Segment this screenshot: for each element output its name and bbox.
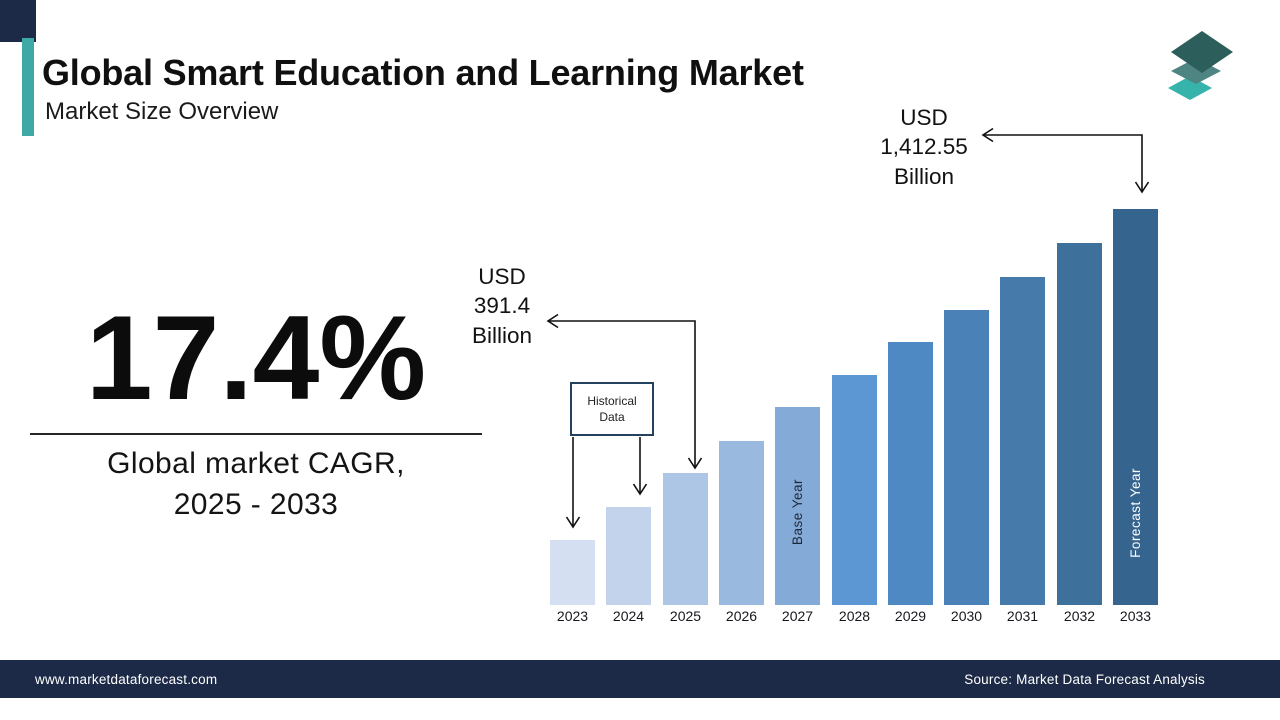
forecast-year-label: Forecast Year bbox=[1128, 467, 1143, 558]
arrow-historical-2023 bbox=[565, 437, 581, 529]
market-data-forecast-logo bbox=[1168, 31, 1233, 100]
title-accent-bar bbox=[22, 38, 34, 136]
historical-data-box: Historical Data bbox=[570, 382, 654, 436]
cagr-stat-block: 17.4% Global market CAGR, 2025 - 2033 bbox=[30, 298, 482, 525]
annotation-2025-value: USD 391.4 Billion bbox=[437, 262, 567, 350]
stat-divider-line bbox=[30, 433, 482, 435]
arrowhead-down-icon bbox=[687, 457, 703, 470]
bar-2025 bbox=[663, 473, 708, 605]
cagr-value: 17.4% bbox=[85, 291, 427, 425]
historical-box-line: Historical bbox=[587, 393, 637, 408]
bar-2031 bbox=[1000, 277, 1045, 605]
footer-website: www.marketdataforecast.com bbox=[35, 671, 218, 687]
footer-bar: www.marketdataforecast.com Source: Marke… bbox=[0, 660, 1280, 698]
x-label-2028: 2028 bbox=[838, 608, 871, 624]
x-label-2025: 2025 bbox=[669, 608, 702, 624]
bar-2030 bbox=[944, 310, 989, 605]
footer-source: Source: Market Data Forecast Analysis bbox=[964, 671, 1205, 687]
x-label-2032: 2032 bbox=[1063, 608, 1096, 624]
bar-2029 bbox=[888, 342, 933, 605]
annotation-line: Billion bbox=[471, 322, 533, 348]
x-label-2026: 2026 bbox=[725, 608, 758, 624]
annotation-line: Billion bbox=[893, 163, 955, 189]
x-label-2033: 2033 bbox=[1119, 608, 1152, 624]
cagr-label-line1: Global market CAGR, bbox=[107, 447, 405, 480]
annotation-line: 391.4 bbox=[473, 293, 531, 319]
x-label-2027: 2027 bbox=[781, 608, 814, 624]
arrow-historical-2024 bbox=[632, 437, 648, 496]
historical-box-line: Data bbox=[599, 410, 625, 424]
x-label-2024: 2024 bbox=[612, 608, 645, 624]
annotation-2033-value: USD 1,412.55 Billion bbox=[858, 103, 990, 191]
bar-2033 bbox=[1113, 209, 1158, 605]
arrowhead-down-icon bbox=[632, 483, 648, 496]
logo-bottom-layer-icon bbox=[1168, 76, 1212, 100]
x-label-2029: 2029 bbox=[894, 608, 927, 624]
annotation-line: 1,412.55 bbox=[880, 134, 968, 160]
bar-2024 bbox=[606, 507, 651, 605]
page-subtitle: Market Size Overview bbox=[45, 98, 279, 125]
logo-top-layer-icon bbox=[1171, 31, 1233, 73]
arrowhead-down-icon bbox=[565, 516, 581, 529]
x-label-2023: 2023 bbox=[556, 608, 589, 624]
base-year-label: Base Year bbox=[790, 479, 805, 546]
arrowhead-down-icon bbox=[1134, 181, 1150, 194]
bar-2027 bbox=[775, 407, 820, 605]
cagr-label: Global market CAGR, 2025 - 2033 bbox=[30, 444, 482, 525]
page-title: Global Smart Education and Learning Mark… bbox=[42, 52, 804, 93]
x-label-2030: 2030 bbox=[950, 608, 983, 624]
corner-accent-decoration bbox=[0, 0, 36, 42]
arrow-2033-value bbox=[981, 127, 1150, 194]
bar-2032 bbox=[1057, 243, 1102, 605]
bar-2026 bbox=[719, 441, 764, 605]
x-label-2031: 2031 bbox=[1006, 608, 1039, 624]
annotation-line: USD bbox=[900, 105, 948, 130]
annotation-line: USD bbox=[478, 264, 526, 289]
bar-2023 bbox=[550, 540, 595, 605]
cagr-label-line2: 2025 - 2033 bbox=[173, 487, 339, 521]
bar-2028 bbox=[832, 375, 877, 605]
